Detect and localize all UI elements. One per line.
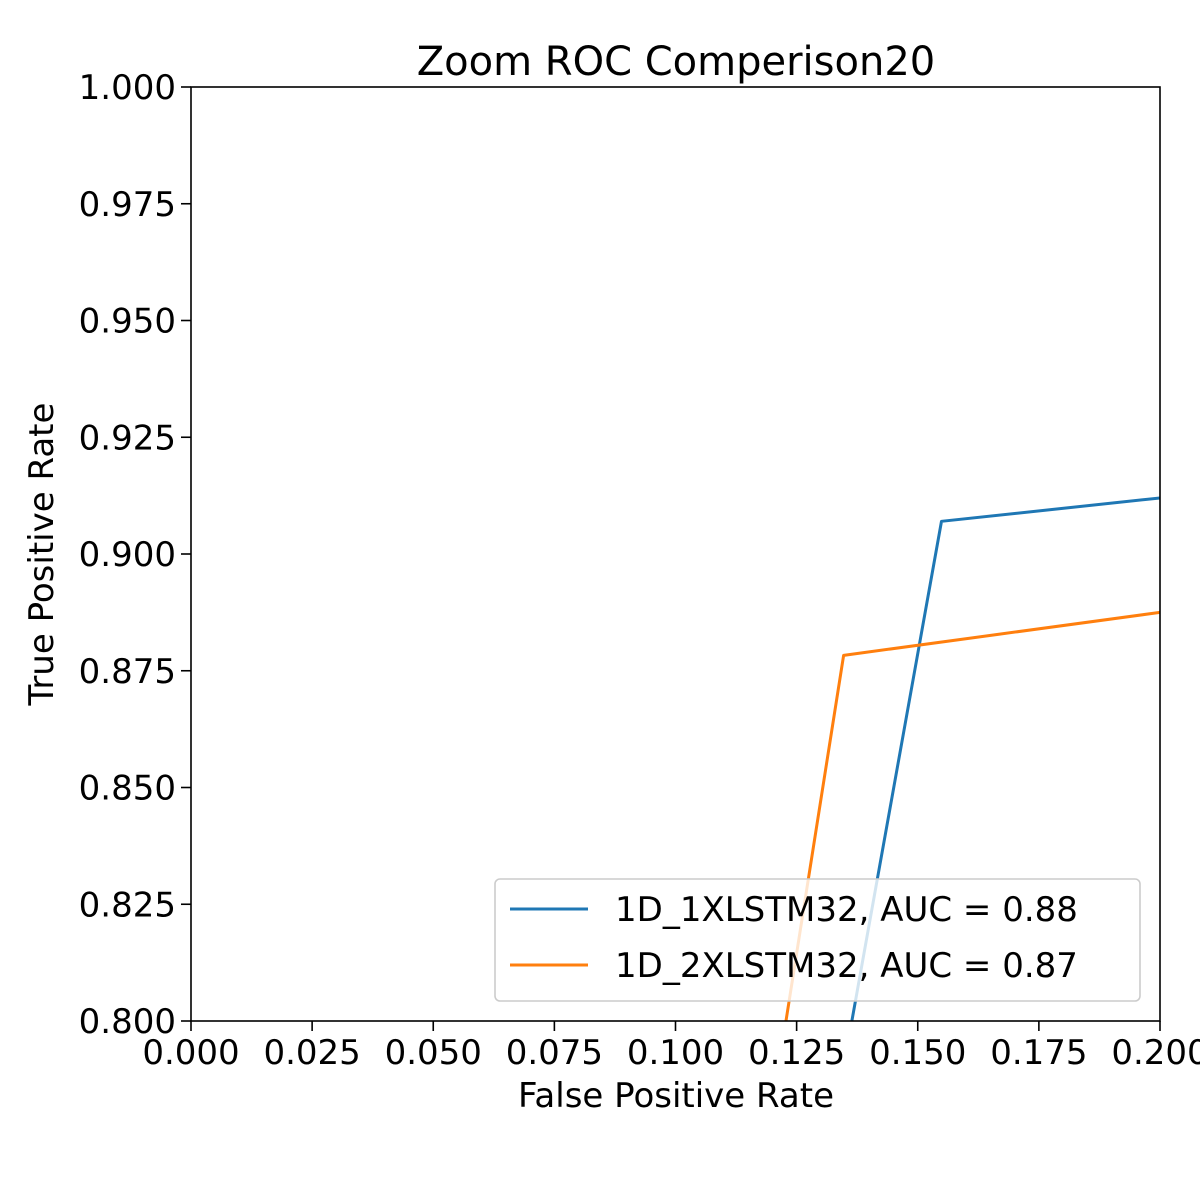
- y-tick-label: 0.875: [79, 652, 176, 692]
- x-tick-label: 0.000: [142, 1033, 239, 1073]
- x-tick-label: 0.050: [385, 1033, 482, 1073]
- legend-label-1d-1xlstm32: 1D_1XLSTM32, AUC = 0.88: [615, 890, 1078, 930]
- x-tick-label: 0.125: [748, 1033, 845, 1073]
- x-tick-label: 0.075: [506, 1033, 603, 1073]
- x-tick-label: 0.100: [627, 1033, 724, 1073]
- x-tick-label: 0.200: [1111, 1033, 1200, 1073]
- x-axis-ticks: 0.000 0.025 0.050 0.075 0.100 0.125 0.150 0.175…: [142, 1021, 1200, 1073]
- legend-label-1d-2xlstm32: 1D_2XLSTM32, AUC = 0.87: [615, 946, 1078, 986]
- x-tick-label: 0.025: [263, 1033, 360, 1073]
- y-tick-label: 0.950: [79, 302, 176, 342]
- y-tick-label: 0.975: [79, 185, 176, 225]
- y-tick-label: 0.850: [79, 769, 176, 809]
- x-tick-label: 0.150: [869, 1033, 966, 1073]
- y-axis-label: True Positive Rate: [22, 403, 62, 707]
- x-tick-label: 0.175: [990, 1033, 1087, 1073]
- chart-title: Zoom ROC Comperison20: [417, 39, 935, 85]
- legend-box: [494, 878, 1141, 1002]
- x-axis-label: False Positive Rate: [518, 1076, 834, 1116]
- y-tick-label: 0.925: [79, 418, 176, 458]
- y-axis-ticks: 0.800 0.825 0.850 0.875 0.900 0.925 0.950 0.975…: [79, 68, 191, 1042]
- y-tick-label: 0.900: [79, 535, 176, 575]
- series-line-1: [850, 496, 1160, 1021]
- y-tick-label: 0.800: [79, 1002, 176, 1042]
- legend: 1D_1XLSTM32, AUC = 0.88 1D_2XLSTM32, AUC…: [494, 878, 1141, 1002]
- y-tick-label: 0.825: [79, 885, 176, 925]
- y-tick-label: 1.000: [79, 68, 176, 108]
